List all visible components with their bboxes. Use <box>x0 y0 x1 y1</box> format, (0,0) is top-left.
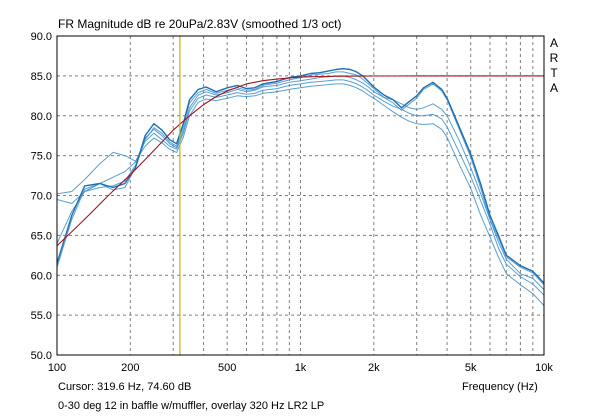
series-line <box>57 83 544 306</box>
x-tick-label: 5k <box>465 362 477 374</box>
y-tick-label: 75.0 <box>31 151 52 163</box>
y-tick-label: 60.0 <box>31 270 52 282</box>
y-axis-tick-labels: 50.0 55.0 60.0 65.0 70.0 75.0 80.0 85.0 90.0 <box>31 31 52 362</box>
y-tick-label: 65.0 <box>31 230 52 242</box>
measurement-series <box>57 67 544 306</box>
series-line <box>57 71 544 286</box>
y-tick-label: 90.0 <box>31 31 52 43</box>
overlay-line <box>57 75 544 247</box>
plot-frame <box>56 35 545 356</box>
y-tick-label: 70.0 <box>31 191 52 203</box>
y-tick-label: 80.0 <box>31 111 52 123</box>
chart-title: FR Magnitude dB re 20uPa/2.83V (smoothed… <box>58 17 342 31</box>
series-line <box>57 75 544 290</box>
x-tick-label: 2k <box>368 362 380 374</box>
y-tick-label: 50.0 <box>31 350 52 362</box>
watermark-letter: A <box>549 36 558 50</box>
x-tick-label: 200 <box>121 362 139 374</box>
y-tick-label: 55.0 <box>31 310 52 322</box>
watermark-letter: A <box>549 81 558 95</box>
watermark-letter: T <box>550 66 558 80</box>
watermark-letter: R <box>549 51 559 65</box>
grid-lines <box>57 36 544 355</box>
x-axis-tick-labels: 100 200 500 1k 2k 5k 10k <box>48 362 554 374</box>
x-tick-label: 1k <box>295 362 307 374</box>
arta-watermark: A R T A <box>548 36 560 96</box>
overlay-series <box>57 75 544 247</box>
series-line <box>57 67 544 284</box>
x-tick-label: 100 <box>48 362 66 374</box>
cursor-readout: Cursor: 319.6 Hz, 74.60 dB <box>58 381 192 393</box>
y-tick-label: 85.0 <box>31 71 52 83</box>
series-line <box>57 79 544 296</box>
x-tick-label: 500 <box>218 362 236 374</box>
x-axis-label: Frequency (Hz) <box>462 381 538 393</box>
x-tick-label: 10k <box>535 362 553 374</box>
chart-caption: 0-30 deg 12 in baffle w/muffler, overlay… <box>58 400 325 412</box>
